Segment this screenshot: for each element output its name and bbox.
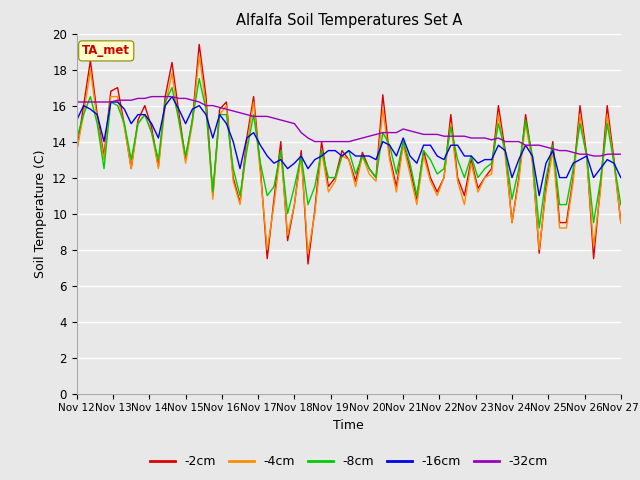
Text: TA_met: TA_met [82, 44, 131, 58]
X-axis label: Time: Time [333, 419, 364, 432]
Legend: -2cm, -4cm, -8cm, -16cm, -32cm: -2cm, -4cm, -8cm, -16cm, -32cm [145, 450, 553, 473]
Title: Alfalfa Soil Temperatures Set A: Alfalfa Soil Temperatures Set A [236, 13, 462, 28]
Y-axis label: Soil Temperature (C): Soil Temperature (C) [33, 149, 47, 278]
